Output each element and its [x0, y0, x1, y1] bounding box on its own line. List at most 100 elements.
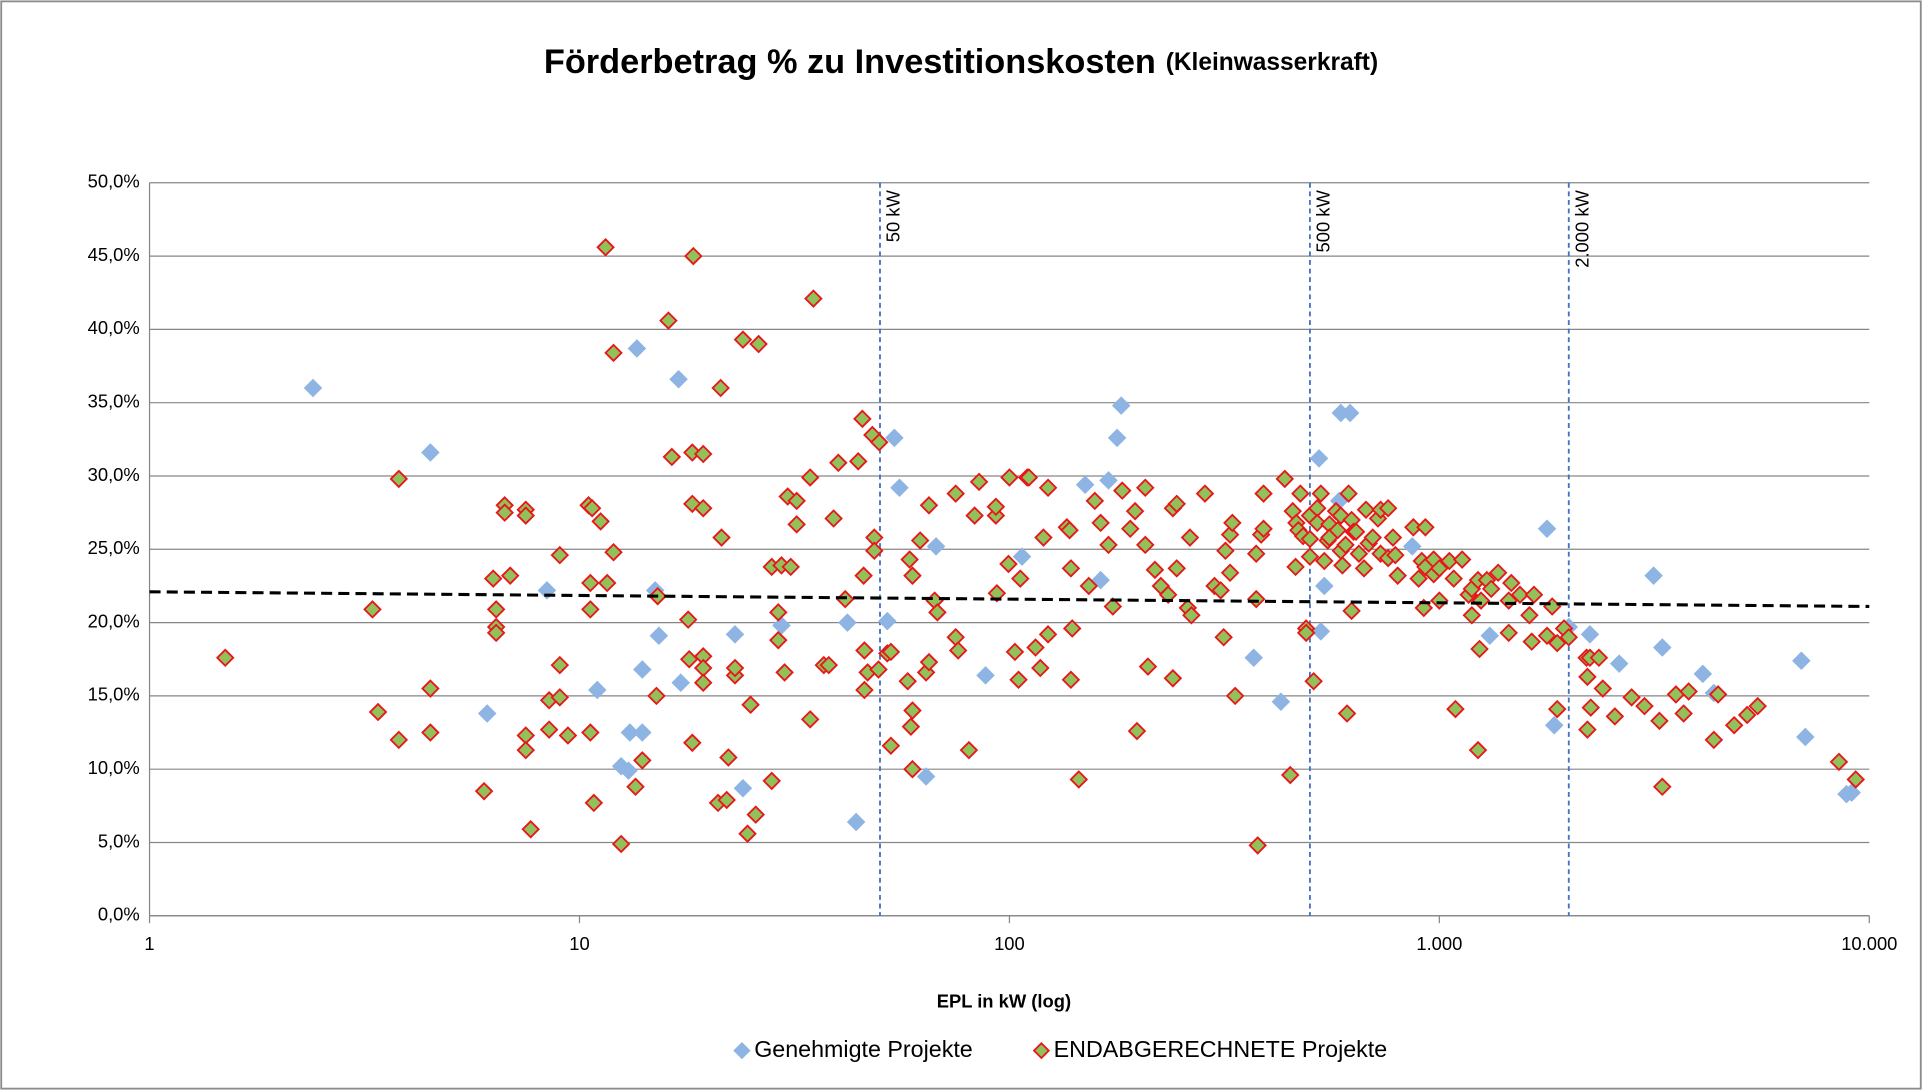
- point: [1031, 658, 1050, 678]
- point: [303, 378, 323, 398]
- point: [854, 566, 873, 585]
- point: [581, 723, 600, 742]
- point: [1167, 559, 1187, 578]
- point: [486, 623, 506, 643]
- point: [693, 498, 713, 518]
- point: [1522, 632, 1541, 651]
- point: [1112, 481, 1132, 500]
- x-axis-label: EPL in kW (log): [937, 991, 1071, 1012]
- point: [1220, 563, 1240, 583]
- point: [1214, 627, 1233, 647]
- y-tick-label: 50,0%: [88, 171, 140, 192]
- point: [1158, 585, 1178, 605]
- point: [1547, 633, 1567, 653]
- point: [647, 686, 666, 706]
- point: [1430, 591, 1449, 610]
- point: [611, 834, 631, 854]
- point: [1737, 705, 1757, 725]
- point: [633, 751, 652, 770]
- point: [1403, 537, 1422, 556]
- point: [521, 820, 540, 839]
- point: [1135, 535, 1155, 555]
- point: [1125, 501, 1145, 521]
- point: [848, 452, 868, 471]
- point: [881, 736, 901, 756]
- point: [683, 733, 702, 753]
- point: [885, 428, 904, 448]
- point: [959, 740, 979, 760]
- point: [725, 658, 745, 678]
- point: [363, 600, 382, 619]
- point: [516, 740, 536, 760]
- point: [627, 339, 647, 358]
- point: [550, 688, 570, 707]
- point: [1280, 765, 1300, 785]
- y-tick-label: 35,0%: [88, 391, 140, 412]
- point: [1378, 498, 1398, 518]
- point: [712, 528, 731, 547]
- point: [1246, 544, 1266, 563]
- point: [1578, 667, 1597, 687]
- point: [1296, 623, 1316, 643]
- point: [1254, 519, 1273, 539]
- point: [1311, 484, 1331, 503]
- point: [1111, 396, 1131, 415]
- point: [1578, 720, 1597, 739]
- chart-title: Förderbetrag % zu Investitionskosten: [544, 43, 1156, 81]
- point: [619, 761, 638, 780]
- point: [1079, 576, 1099, 596]
- y-tick-label: 15,0%: [88, 684, 140, 705]
- point: [1315, 576, 1334, 596]
- point: [1307, 513, 1327, 533]
- x-tick-label: 100: [994, 933, 1025, 954]
- y-tick-label: 20,0%: [88, 610, 140, 631]
- point: [1216, 541, 1235, 561]
- point: [1644, 566, 1663, 585]
- point: [1075, 475, 1095, 495]
- point: [775, 663, 794, 682]
- y-tick-label: 40,0%: [88, 317, 140, 338]
- point: [1011, 569, 1030, 588]
- point: [1099, 471, 1118, 490]
- point: [1163, 669, 1183, 688]
- point: [1580, 625, 1600, 644]
- point: [1488, 563, 1508, 583]
- point: [368, 702, 388, 722]
- point: [1693, 664, 1713, 684]
- point: [1300, 547, 1320, 566]
- point: [1462, 605, 1482, 625]
- point: [1481, 579, 1501, 599]
- point: [733, 330, 753, 349]
- point: [762, 771, 781, 791]
- point: [1167, 494, 1187, 514]
- legend: Genehmigte Projekte ENDABGERECHNETE Proje…: [733, 1036, 1387, 1062]
- plot-area: 0,0% 5,0% 10,0% 15,0% 20,0% 25,0% 30,0% 35,0% 40…: [88, 171, 1898, 954]
- point: [898, 671, 917, 691]
- point: [838, 613, 857, 632]
- point: [819, 655, 839, 675]
- y-tick-label: 25,0%: [88, 537, 140, 558]
- point: [662, 447, 682, 467]
- point: [1846, 770, 1866, 789]
- point: [550, 655, 570, 675]
- point: [1510, 585, 1530, 605]
- point: [948, 641, 968, 660]
- x-tick-label: 1.000: [1416, 933, 1462, 954]
- point: [1246, 589, 1266, 609]
- point: [769, 630, 788, 650]
- point: [787, 491, 806, 511]
- point: [1091, 513, 1110, 533]
- point: [1309, 449, 1329, 468]
- point: [516, 506, 536, 525]
- point: [1409, 569, 1428, 588]
- point: [683, 443, 702, 462]
- point: [746, 805, 765, 824]
- y-tick-label: 0,0%: [98, 904, 140, 925]
- point: [671, 673, 691, 692]
- point: [1704, 730, 1724, 750]
- point: [588, 680, 607, 700]
- point: [1061, 559, 1081, 578]
- point: [1388, 566, 1407, 585]
- point: [781, 557, 801, 577]
